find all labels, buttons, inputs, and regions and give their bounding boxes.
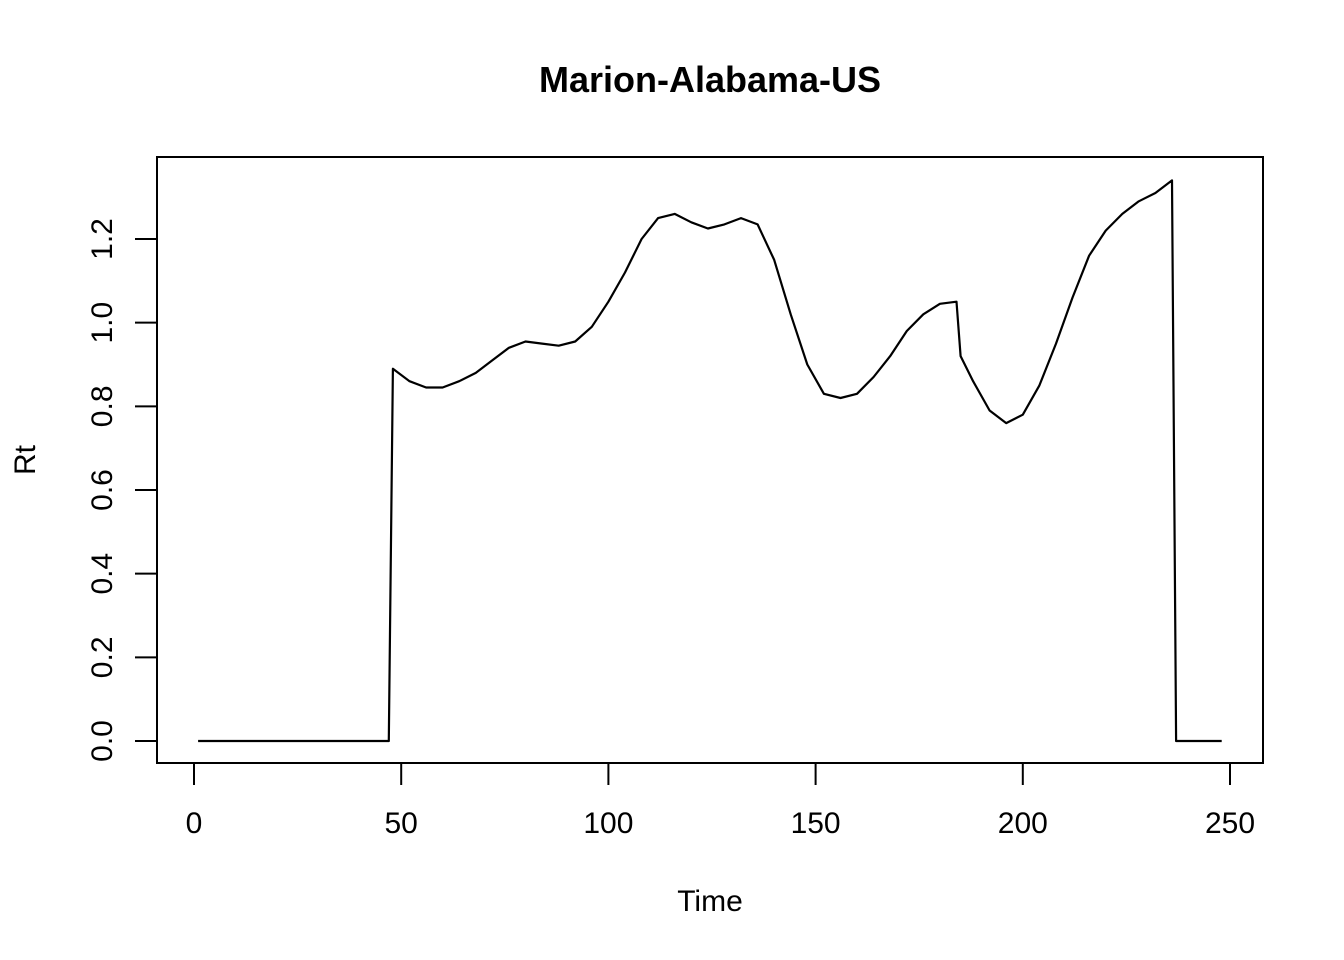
series-layer [198,179,1222,743]
y-axis: 0.0 0.2 0.4 0.6 0.8 1.0 1.2 [86,218,158,762]
x-tick-label: 150 [791,807,841,840]
y-tick-label: 1.2 [86,218,119,260]
y-axis-label: Rt [9,444,42,475]
x-tick-label: 50 [385,807,418,840]
x-tick-label: 250 [1205,807,1255,840]
chart-title: Marion-Alabama-US [539,59,881,100]
x-tick-label: 100 [583,807,633,840]
series-line [198,179,1222,743]
y-tick-label: 0.2 [86,636,119,678]
y-tick-label: 1.0 [86,302,119,344]
plot-frame [156,156,1264,764]
x-axis: 0 50 100 150 200 250 [186,762,1255,840]
y-tick-label: 0.6 [86,469,119,511]
y-tick-label: 0.4 [86,553,119,595]
y-tick-label: 0.0 [86,720,119,762]
x-axis-label: Time [677,885,743,918]
x-tick-label: 0 [186,807,203,840]
y-tick-label: 0.8 [86,385,119,427]
x-tick-label: 200 [998,807,1048,840]
